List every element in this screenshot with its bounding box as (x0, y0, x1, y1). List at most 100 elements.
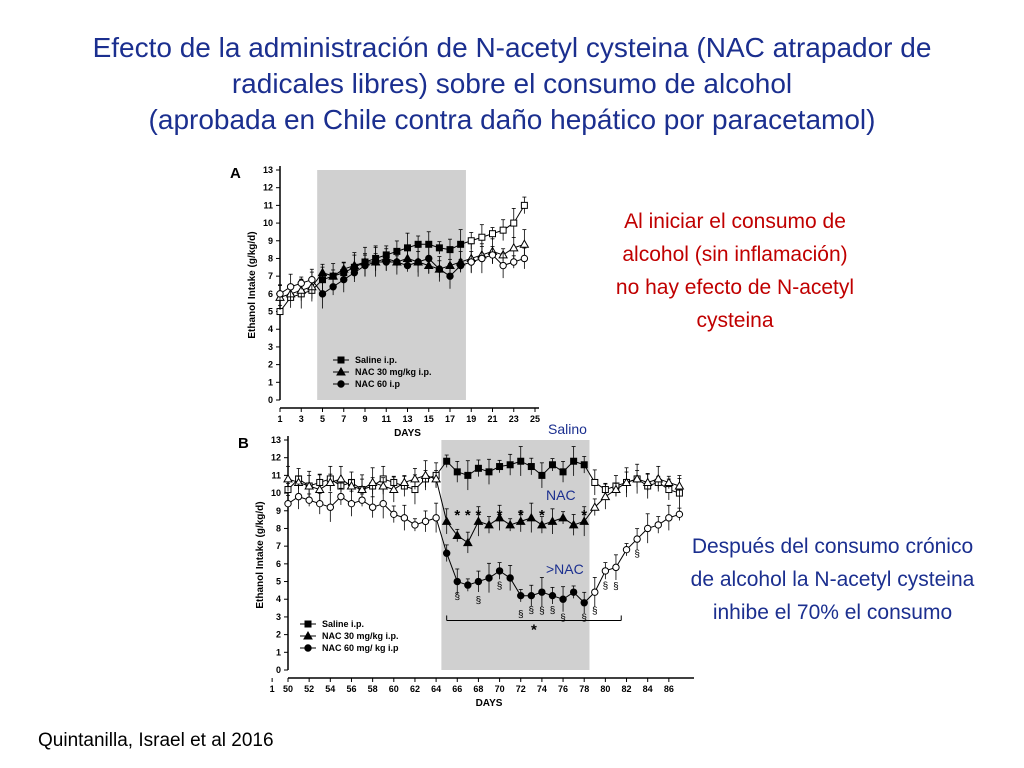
significance-mark: § (581, 613, 587, 624)
x-tick-label: 7 (341, 414, 346, 424)
bracket-star: * (531, 621, 537, 638)
data-point-circle (286, 283, 295, 291)
x-tick-label: 86 (664, 684, 674, 694)
label-nac: NAC (546, 487, 576, 503)
significance-mark: § (476, 596, 482, 607)
data-point-square (464, 471, 472, 479)
data-point-square (548, 461, 556, 469)
x-tick-label: 84 (643, 684, 653, 694)
data-point-triangle (317, 267, 328, 277)
data-point-triangle (505, 519, 516, 529)
data-point-triangle (336, 473, 346, 483)
significance-star: * (497, 507, 503, 524)
data-point-triangle (579, 516, 590, 525)
significance-star: * (539, 507, 545, 524)
data-point-triangle (519, 239, 530, 248)
data-point-triangle (388, 484, 399, 494)
data-point-circle (580, 599, 588, 607)
data-point-circle (548, 591, 557, 600)
note-top: Al iniciar el consumo de alcohol (sin in… (615, 210, 855, 332)
data-point-circle (393, 258, 401, 266)
data-point-circle (675, 510, 684, 519)
data-point-circle (276, 290, 284, 298)
significance-star: * (581, 507, 587, 524)
data-point-triangle (304, 480, 315, 490)
data-point-circle (340, 275, 348, 284)
data-point-square (435, 244, 443, 252)
y-tick-label: 8 (268, 253, 273, 263)
y-tick-label: 5 (268, 307, 273, 317)
data-point-circle (368, 503, 377, 511)
data-point-circle (361, 261, 369, 270)
data-point-triangle (526, 512, 537, 522)
y-tick-label: 0 (276, 665, 281, 675)
x-tick-label: 50 (283, 684, 293, 694)
data-point-circle (569, 588, 578, 596)
data-point-circle (643, 524, 652, 533)
data-point-circle (665, 514, 673, 522)
y-tick-label: 5 (276, 577, 281, 587)
y-tick-label: 7 (276, 541, 281, 551)
data-point-circle (499, 261, 507, 270)
data-point-circle (488, 251, 497, 259)
data-point-triangle (611, 484, 621, 494)
data-point-triangle (462, 537, 473, 547)
x-axis-label: DAYS (394, 428, 421, 439)
x-tick-label: 52 (304, 684, 314, 694)
x-tick-label: 23 (509, 414, 519, 424)
data-point-circle (284, 499, 292, 508)
x-tick-label: 1 (270, 684, 275, 694)
significance-mark: § (560, 613, 566, 624)
data-point-triangle (663, 477, 674, 486)
y-tick-label: 4 (268, 324, 273, 334)
y-tick-label: 1 (276, 647, 281, 657)
x-tick-label: 54 (325, 684, 335, 694)
x-tick-label: 3 (299, 414, 304, 424)
x-tick-label: 60 (389, 684, 399, 694)
y-tick-label: 10 (263, 218, 273, 228)
x-tick-label: 74 (537, 684, 547, 694)
data-point-circle (622, 545, 631, 554)
legend-label: NAC 30 mg/kg i.p. (355, 367, 432, 377)
data-point-circle (411, 521, 419, 529)
x-tick-label: 62 (410, 684, 420, 694)
data-point-square (499, 226, 507, 234)
data-point-triangle (473, 516, 484, 525)
data-point-circle (425, 254, 433, 263)
x-tick-label: 11 (381, 414, 391, 424)
data-point-square (591, 478, 599, 486)
y-tick-label: 10 (271, 488, 281, 498)
data-point-square (538, 471, 546, 479)
x-tick-label: 56 (346, 684, 356, 694)
significance-mark: § (550, 606, 556, 617)
citation: Quintanilla, Israel et al 2016 (38, 730, 274, 751)
data-point-circle (510, 258, 518, 266)
data-point-triangle (283, 473, 293, 483)
data-point-triangle (589, 502, 600, 511)
data-point-square (478, 233, 486, 241)
data-point-triangle (558, 512, 568, 522)
data-point-circle (294, 492, 303, 501)
legend-marker-triangle (303, 630, 313, 640)
legend-label: NAC 60 i.p (355, 379, 401, 389)
data-point-triangle (494, 512, 505, 522)
data-point-square (474, 464, 482, 472)
data-point-circle (371, 258, 380, 266)
data-point-circle (538, 588, 546, 596)
significance-star: * (465, 507, 471, 524)
significance-star: * (518, 507, 524, 524)
legend-label: NAC 30 mg/kg i.p. (322, 631, 399, 641)
data-point-triangle (484, 519, 494, 529)
significance-mark: § (603, 581, 609, 592)
data-point-triangle (452, 530, 463, 540)
data-point-triangle (410, 473, 420, 483)
data-point-square (559, 468, 567, 476)
data-point-circle (379, 499, 387, 508)
data-point-circle (591, 588, 599, 596)
x-tick-label: 19 (466, 414, 476, 424)
legend-marker-square (304, 620, 312, 628)
legend-label: NAC 60 mg/ kg i.p (322, 643, 399, 653)
data-point-square (446, 246, 454, 254)
data-point-triangle (674, 480, 685, 490)
